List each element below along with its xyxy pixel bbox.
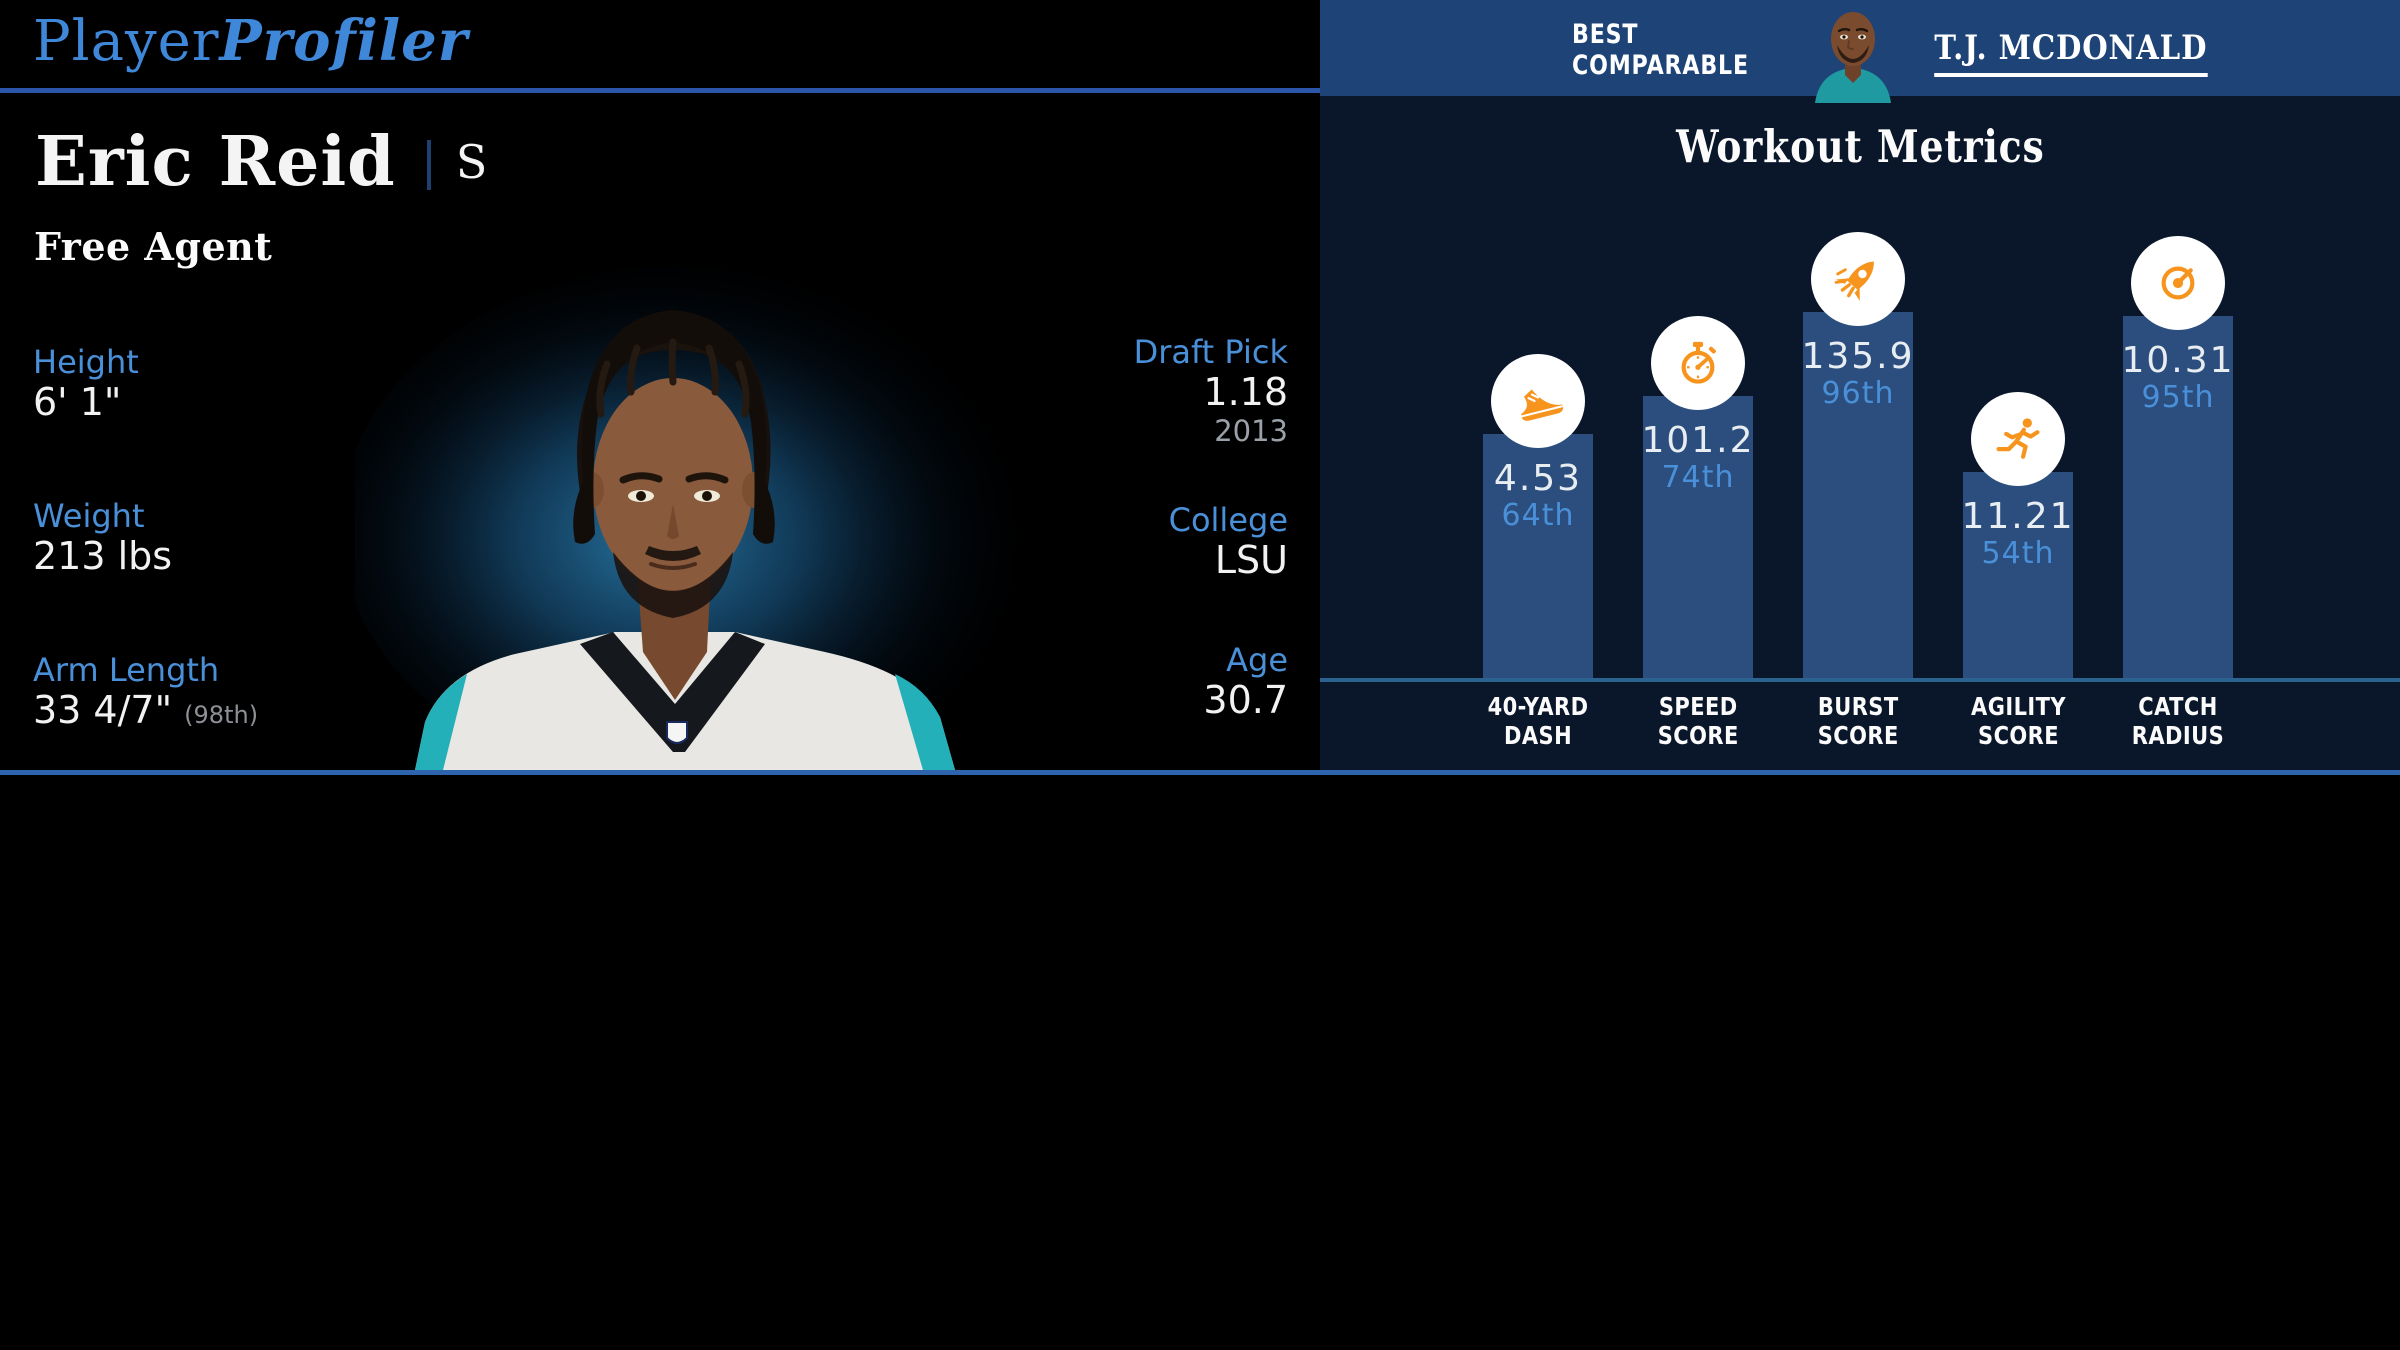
playerprofiler-logo[interactable]: PlayerProfiler	[33, 10, 468, 73]
bar-value: 135.9	[1801, 336, 1915, 377]
position-separator	[426, 140, 431, 190]
stat-height: Height 6' 1"	[33, 344, 139, 424]
player-name-row: Eric Reid S	[35, 126, 487, 198]
stat-value: 6' 1"	[33, 380, 122, 424]
bar-fill: 11.21 54th	[1961, 392, 2075, 678]
stopwatch-icon	[1651, 316, 1745, 410]
workout-metrics-panel: BEST COMPARABLE T.J. MCDONALD Workout Met…	[1320, 0, 2400, 775]
bar-percentile: 54th	[1981, 536, 2055, 571]
stat-value: 30.7	[1203, 678, 1288, 722]
bar-label-speed-score: SPEED SCORE	[1657, 692, 1739, 750]
stat-label: College	[1168, 501, 1288, 539]
bar-value: 11.21	[1961, 496, 2075, 537]
bar-label-catch-radius: CATCH RADIUS	[2131, 692, 2225, 750]
chart-baseline	[1320, 678, 2400, 682]
stat-college: College LSU	[1169, 502, 1288, 582]
bar-value: 4.53	[1493, 458, 1583, 499]
stat-percentile-note: (98th)	[184, 701, 259, 729]
workout-metrics-chart: 4.53 64th	[1320, 0, 2400, 750]
section-bottom-border	[0, 770, 2400, 775]
stat-year: 2013	[1214, 414, 1288, 448]
bar-percentile: 95th	[2141, 380, 2215, 415]
bar-label-burst-score: BURST SCORE	[1817, 692, 1899, 750]
bar-fill: 10.31 95th	[2121, 236, 2235, 678]
chart-title: Workout Metrics	[1675, 120, 2045, 173]
bar-percentile: 74th	[1661, 460, 1735, 495]
stat-value: 33 4/7" (98th)	[33, 688, 259, 732]
stat-label: Height	[33, 343, 139, 381]
bar-label-40-yard-dash: 40-YARD DASH	[1487, 692, 1589, 750]
player-headshot	[355, 252, 1075, 770]
player-position: S	[455, 135, 488, 189]
bar-fill: 101.2 74th	[1641, 316, 1755, 678]
stat-weight: Weight 213 lbs	[33, 498, 172, 578]
bar-percentile: 64th	[1501, 498, 1575, 533]
bar-burst-score: 135.9 96th	[1801, 0, 1915, 678]
stat-label: Draft Pick	[1133, 333, 1288, 371]
bar-speed-score: 101.2 74th	[1641, 0, 1755, 678]
player-info-section: PlayerProfiler Eric Reid S Free Agent He…	[0, 0, 1320, 775]
stat-label: Age	[1226, 641, 1288, 679]
rocket-icon	[1811, 232, 1905, 326]
comparable-player-link[interactable]: T.J. MCDONALD	[1912, 28, 2208, 77]
bar-value: 101.2	[1641, 420, 1755, 461]
logo-part2: Profiler	[219, 8, 469, 74]
stat-age: Age 30.7	[1203, 642, 1288, 722]
comparable-player-avatar	[1815, 12, 1891, 103]
stat-value: 1.18	[1203, 370, 1288, 414]
stat-value: LSU	[1214, 538, 1288, 582]
header-divider-line	[0, 88, 1320, 93]
bar-label-agility-score: AGILITY SCORE	[1971, 692, 2067, 750]
bar-value: 10.31	[2121, 340, 2235, 381]
bar-catch-radius: 10.31 95th	[2121, 0, 2235, 678]
best-comparable-label: BEST COMPARABLE	[1572, 19, 1749, 81]
logo-part1: Player	[33, 9, 220, 74]
bar-40-yard-dash: 4.53 64th	[1483, 0, 1593, 678]
player-name: Eric Reid	[35, 122, 396, 202]
stat-label: Arm Length	[33, 651, 220, 689]
stat-draft-pick: Draft Pick 1.18 2013	[1134, 334, 1288, 448]
stat-arm-length: Arm Length 33 4/7" (98th)	[33, 652, 258, 737]
stat-label: Weight	[33, 497, 145, 535]
bar-fill: 135.9 96th	[1801, 232, 1915, 678]
radius-icon	[2131, 236, 2225, 330]
bar-agility-score: 11.21 54th	[1961, 0, 2075, 678]
stat-value: 213 lbs	[33, 534, 173, 578]
runner-icon	[1971, 392, 2065, 486]
bar-percentile: 96th	[1821, 376, 1895, 411]
team-status: Free Agent	[34, 224, 273, 269]
shoe-icon	[1491, 354, 1585, 448]
bar-fill: 4.53 64th	[1483, 354, 1593, 678]
